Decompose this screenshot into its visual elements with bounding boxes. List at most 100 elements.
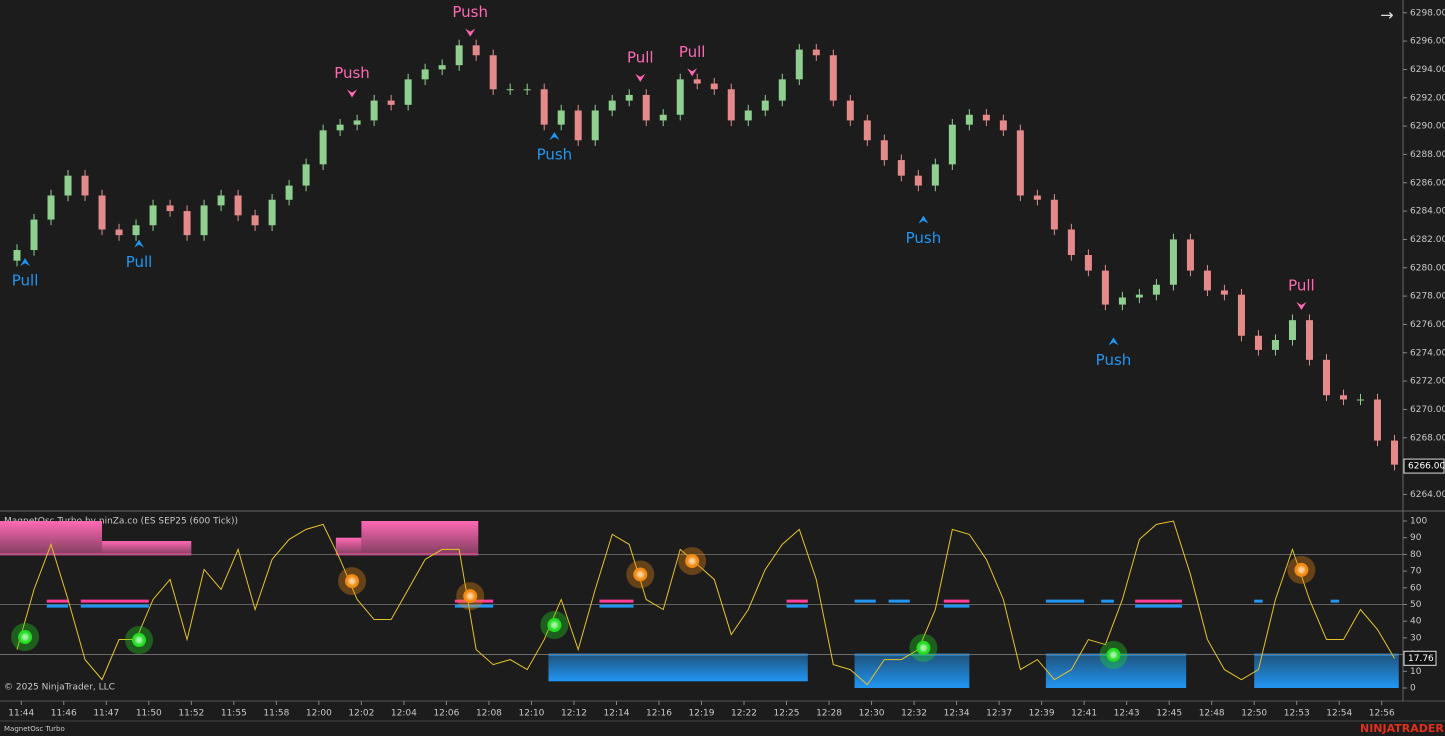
candle-body — [81, 175, 89, 196]
y-tick-label: 6298.00 — [1410, 8, 1445, 18]
candle-body — [829, 55, 837, 101]
y-tick-label: 40 — [1410, 617, 1422, 627]
signal-core — [635, 569, 646, 580]
candle-body — [812, 49, 820, 56]
last-price-box — [1403, 458, 1445, 474]
signal-core — [20, 632, 31, 643]
x-tick-label: 12:48 — [1199, 709, 1225, 719]
signal-marker — [1296, 302, 1307, 310]
candle-body — [319, 130, 327, 165]
candle-body — [472, 45, 480, 56]
candle-body — [897, 160, 905, 176]
signal-label: Push — [537, 146, 573, 164]
x-tick-label: 12:14 — [604, 709, 630, 719]
expand-arrow[interactable]: → — [1380, 6, 1393, 25]
signal-marker — [549, 132, 560, 140]
x-tick-label: 12:56 — [1369, 709, 1395, 719]
y-tick-label: 10 — [1410, 667, 1422, 677]
signal-label: Pull — [679, 43, 706, 61]
candle-body — [1016, 130, 1024, 196]
candle-body — [1084, 255, 1092, 271]
x-tick-label: 12:45 — [1156, 709, 1182, 719]
x-tick-label: 11:55 — [221, 709, 247, 719]
candle-body — [1050, 199, 1058, 230]
x-tick-label: 11:52 — [178, 709, 204, 719]
y-tick-label: 0 — [1410, 683, 1416, 693]
y-tick-label: 6276.00 — [1410, 320, 1445, 330]
y-tick-label: 6282.00 — [1410, 235, 1445, 245]
candle-body — [1305, 320, 1313, 360]
brand-logo: NINJATRADER — [1360, 722, 1444, 735]
candle-body — [693, 79, 701, 84]
candle-body — [268, 199, 276, 226]
last-value-label: 17.76 — [1408, 654, 1434, 664]
candle-body — [1152, 284, 1160, 295]
candle-body — [948, 124, 956, 165]
candle-body — [132, 225, 140, 236]
signal-marker — [465, 28, 476, 37]
x-tick-label: 12:00 — [306, 709, 332, 719]
brand-right: TRADER — [1394, 722, 1444, 735]
signal-label: Push — [906, 229, 942, 247]
x-tick-label: 12:39 — [1029, 709, 1055, 719]
candle-body — [880, 140, 888, 161]
x-tick-label: 12:53 — [1284, 709, 1310, 719]
candle-body — [931, 164, 939, 186]
signal-core — [1296, 564, 1307, 575]
y-tick-label: 90 — [1410, 533, 1422, 543]
candle-body — [778, 79, 786, 101]
candle-body — [914, 175, 922, 186]
candle-body — [965, 114, 973, 125]
candle-body — [64, 175, 72, 196]
candle-body — [1322, 359, 1330, 396]
candle-body — [1288, 320, 1296, 340]
candle-body — [13, 250, 21, 261]
x-tick-label: 12:43 — [1114, 709, 1140, 719]
candle-body — [404, 79, 412, 105]
x-tick-label: 11:58 — [263, 709, 289, 719]
candle-body — [115, 229, 123, 236]
x-tick-label: 12:08 — [476, 709, 502, 719]
candle-body — [625, 94, 633, 101]
x-tick-label: 12:37 — [986, 709, 1012, 719]
candle-body — [846, 100, 854, 121]
signal-marker — [134, 239, 145, 248]
y-tick-label: 30 — [1410, 633, 1422, 643]
candle-body — [47, 195, 55, 220]
signal-marker — [687, 68, 698, 77]
signal-label: Pull — [126, 253, 153, 271]
signal-marker — [1108, 337, 1119, 346]
y-tick-label: 6274.00 — [1410, 348, 1445, 358]
candle-body — [217, 195, 225, 206]
y-tick-label: 100 — [1410, 517, 1427, 527]
signal-core — [134, 635, 145, 646]
y-tick-label: 6270.00 — [1410, 405, 1445, 415]
y-tick-label: 6292.00 — [1410, 93, 1445, 103]
signal-marker — [918, 215, 929, 224]
candle-body — [98, 195, 106, 230]
zone — [1254, 654, 1399, 688]
y-tick-label: 6288.00 — [1410, 150, 1445, 160]
candle-body — [200, 205, 208, 236]
x-tick-label: 12:30 — [859, 709, 885, 719]
candle-body — [149, 205, 157, 226]
candle-body — [608, 100, 616, 111]
candle-body — [710, 83, 718, 90]
candle-body — [438, 65, 446, 70]
candle-body — [1356, 399, 1364, 401]
candle-body — [387, 100, 395, 105]
signal-core — [465, 591, 476, 602]
candle-body — [1186, 239, 1194, 271]
signal-marker — [20, 258, 31, 267]
y-tick-label: 6294.00 — [1410, 65, 1445, 75]
candle-body — [183, 211, 191, 236]
x-tick-label: 12:28 — [816, 709, 842, 719]
candle-body — [1169, 239, 1177, 285]
y-tick-label: 6280.00 — [1410, 263, 1445, 273]
candle-body — [999, 120, 1007, 131]
candle-body — [1390, 440, 1398, 465]
brand-left: NINJA — [1360, 722, 1396, 735]
zone — [335, 537, 362, 555]
zone — [854, 654, 970, 688]
